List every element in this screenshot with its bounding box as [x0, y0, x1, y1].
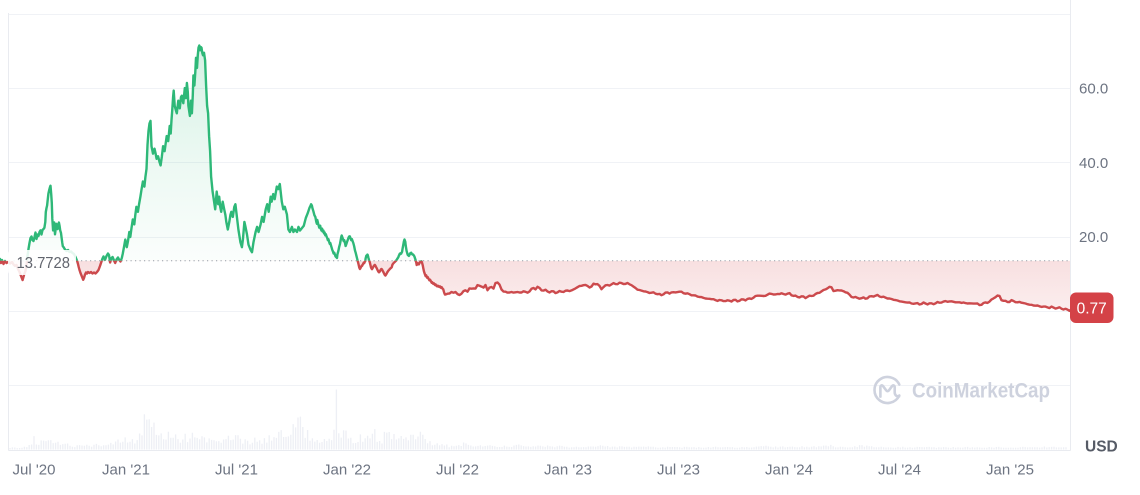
svg-text:Jul '21: Jul '21: [215, 462, 258, 479]
svg-text:0.77: 0.77: [1077, 300, 1107, 317]
svg-text:Jan '25: Jan '25: [986, 462, 1034, 479]
svg-text:Jul '23: Jul '23: [657, 462, 700, 479]
svg-text:Jan '23: Jan '23: [544, 462, 592, 479]
svg-text:Jan '21: Jan '21: [102, 462, 150, 479]
svg-text:Jan '22: Jan '22: [323, 462, 371, 479]
svg-text:Jul '24: Jul '24: [878, 462, 921, 479]
svg-text:13.7728: 13.7728: [17, 255, 71, 272]
svg-text:Jul '20: Jul '20: [13, 462, 56, 479]
svg-text:CoinMarketCap: CoinMarketCap: [912, 379, 1050, 402]
svg-text:USD: USD: [1085, 439, 1118, 456]
svg-text:20.0: 20.0: [1079, 229, 1108, 246]
svg-text:40.0: 40.0: [1079, 155, 1108, 172]
svg-text:Jan '24: Jan '24: [765, 462, 813, 479]
svg-text:60.0: 60.0: [1079, 81, 1108, 98]
svg-text:Jul '22: Jul '22: [436, 462, 479, 479]
